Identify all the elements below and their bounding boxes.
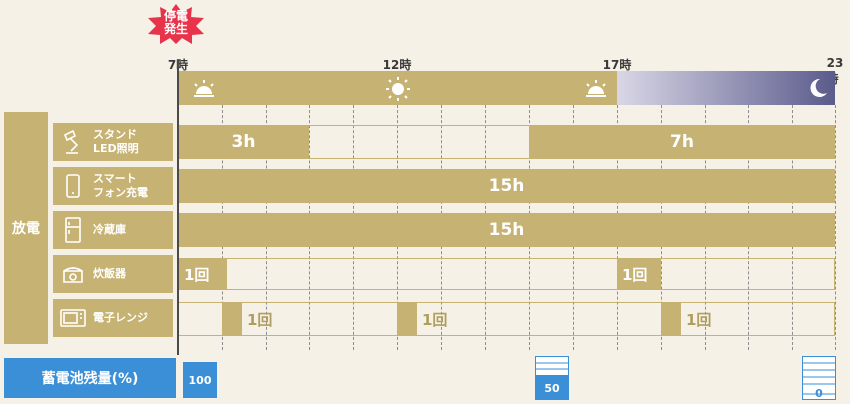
sunrise-icon [192,78,216,102]
smartphone-bar: 15h [178,169,835,203]
microwave-mark-3: 1回 [686,310,712,329]
tick-12: 12時 [382,58,412,72]
label-rice-cooker: 炊飯器 [53,255,173,293]
label-smartphone: スマート フォン充電 [53,167,173,205]
battery-50-icon: 50 [535,356,569,400]
start-axis [177,60,179,355]
rice-cooker-bar-1 [178,258,227,290]
grid-line [835,105,836,350]
sunset-icon [584,78,608,102]
microwave-icon [53,299,93,337]
row-microwave [178,302,835,336]
label-refrigerator: 冷蔵庫 [53,211,173,249]
label-microwave: 電子レンジ [53,299,173,337]
discharge-label: 放電 [4,112,48,344]
battery-100: 100 [183,362,217,398]
microwave-bar-3 [661,302,681,336]
rice-cooker-mark-1: 1回 [184,265,210,284]
outage-badge: 停電 発生 [146,4,206,44]
microwave-bar-1 [222,302,242,336]
outage-label: 停電 発生 [163,9,188,36]
refrigerator-icon [53,211,93,249]
label-lamp: スタンド LED照明 [53,123,173,161]
lamp-bar-1: 3h [178,125,309,159]
row-rice-cooker [178,258,835,290]
battery-0-icon: 0 [802,356,836,400]
lamp-bar-2: 7h [529,125,835,159]
burst-icon [148,4,204,44]
rice-cooker-icon [53,255,93,293]
sun-icon [385,76,411,106]
tick-17: 17時 [602,58,632,72]
night-bar [617,71,835,105]
lamp-icon [53,123,93,161]
microwave-mark-2: 1回 [422,310,448,329]
rice-cooker-bar-2 [617,258,661,290]
battery-50: 50 [535,376,569,400]
rice-cooker-mark-2: 1回 [622,265,648,284]
smartphone-icon [53,167,93,205]
battery-0: 0 [815,387,823,400]
microwave-bar-2 [397,302,417,336]
moon-icon [805,77,829,103]
microwave-mark-1: 1回 [247,310,273,329]
battery-legend: 蓄電池残量(%) [4,358,176,398]
fridge-bar: 15h [178,213,835,247]
